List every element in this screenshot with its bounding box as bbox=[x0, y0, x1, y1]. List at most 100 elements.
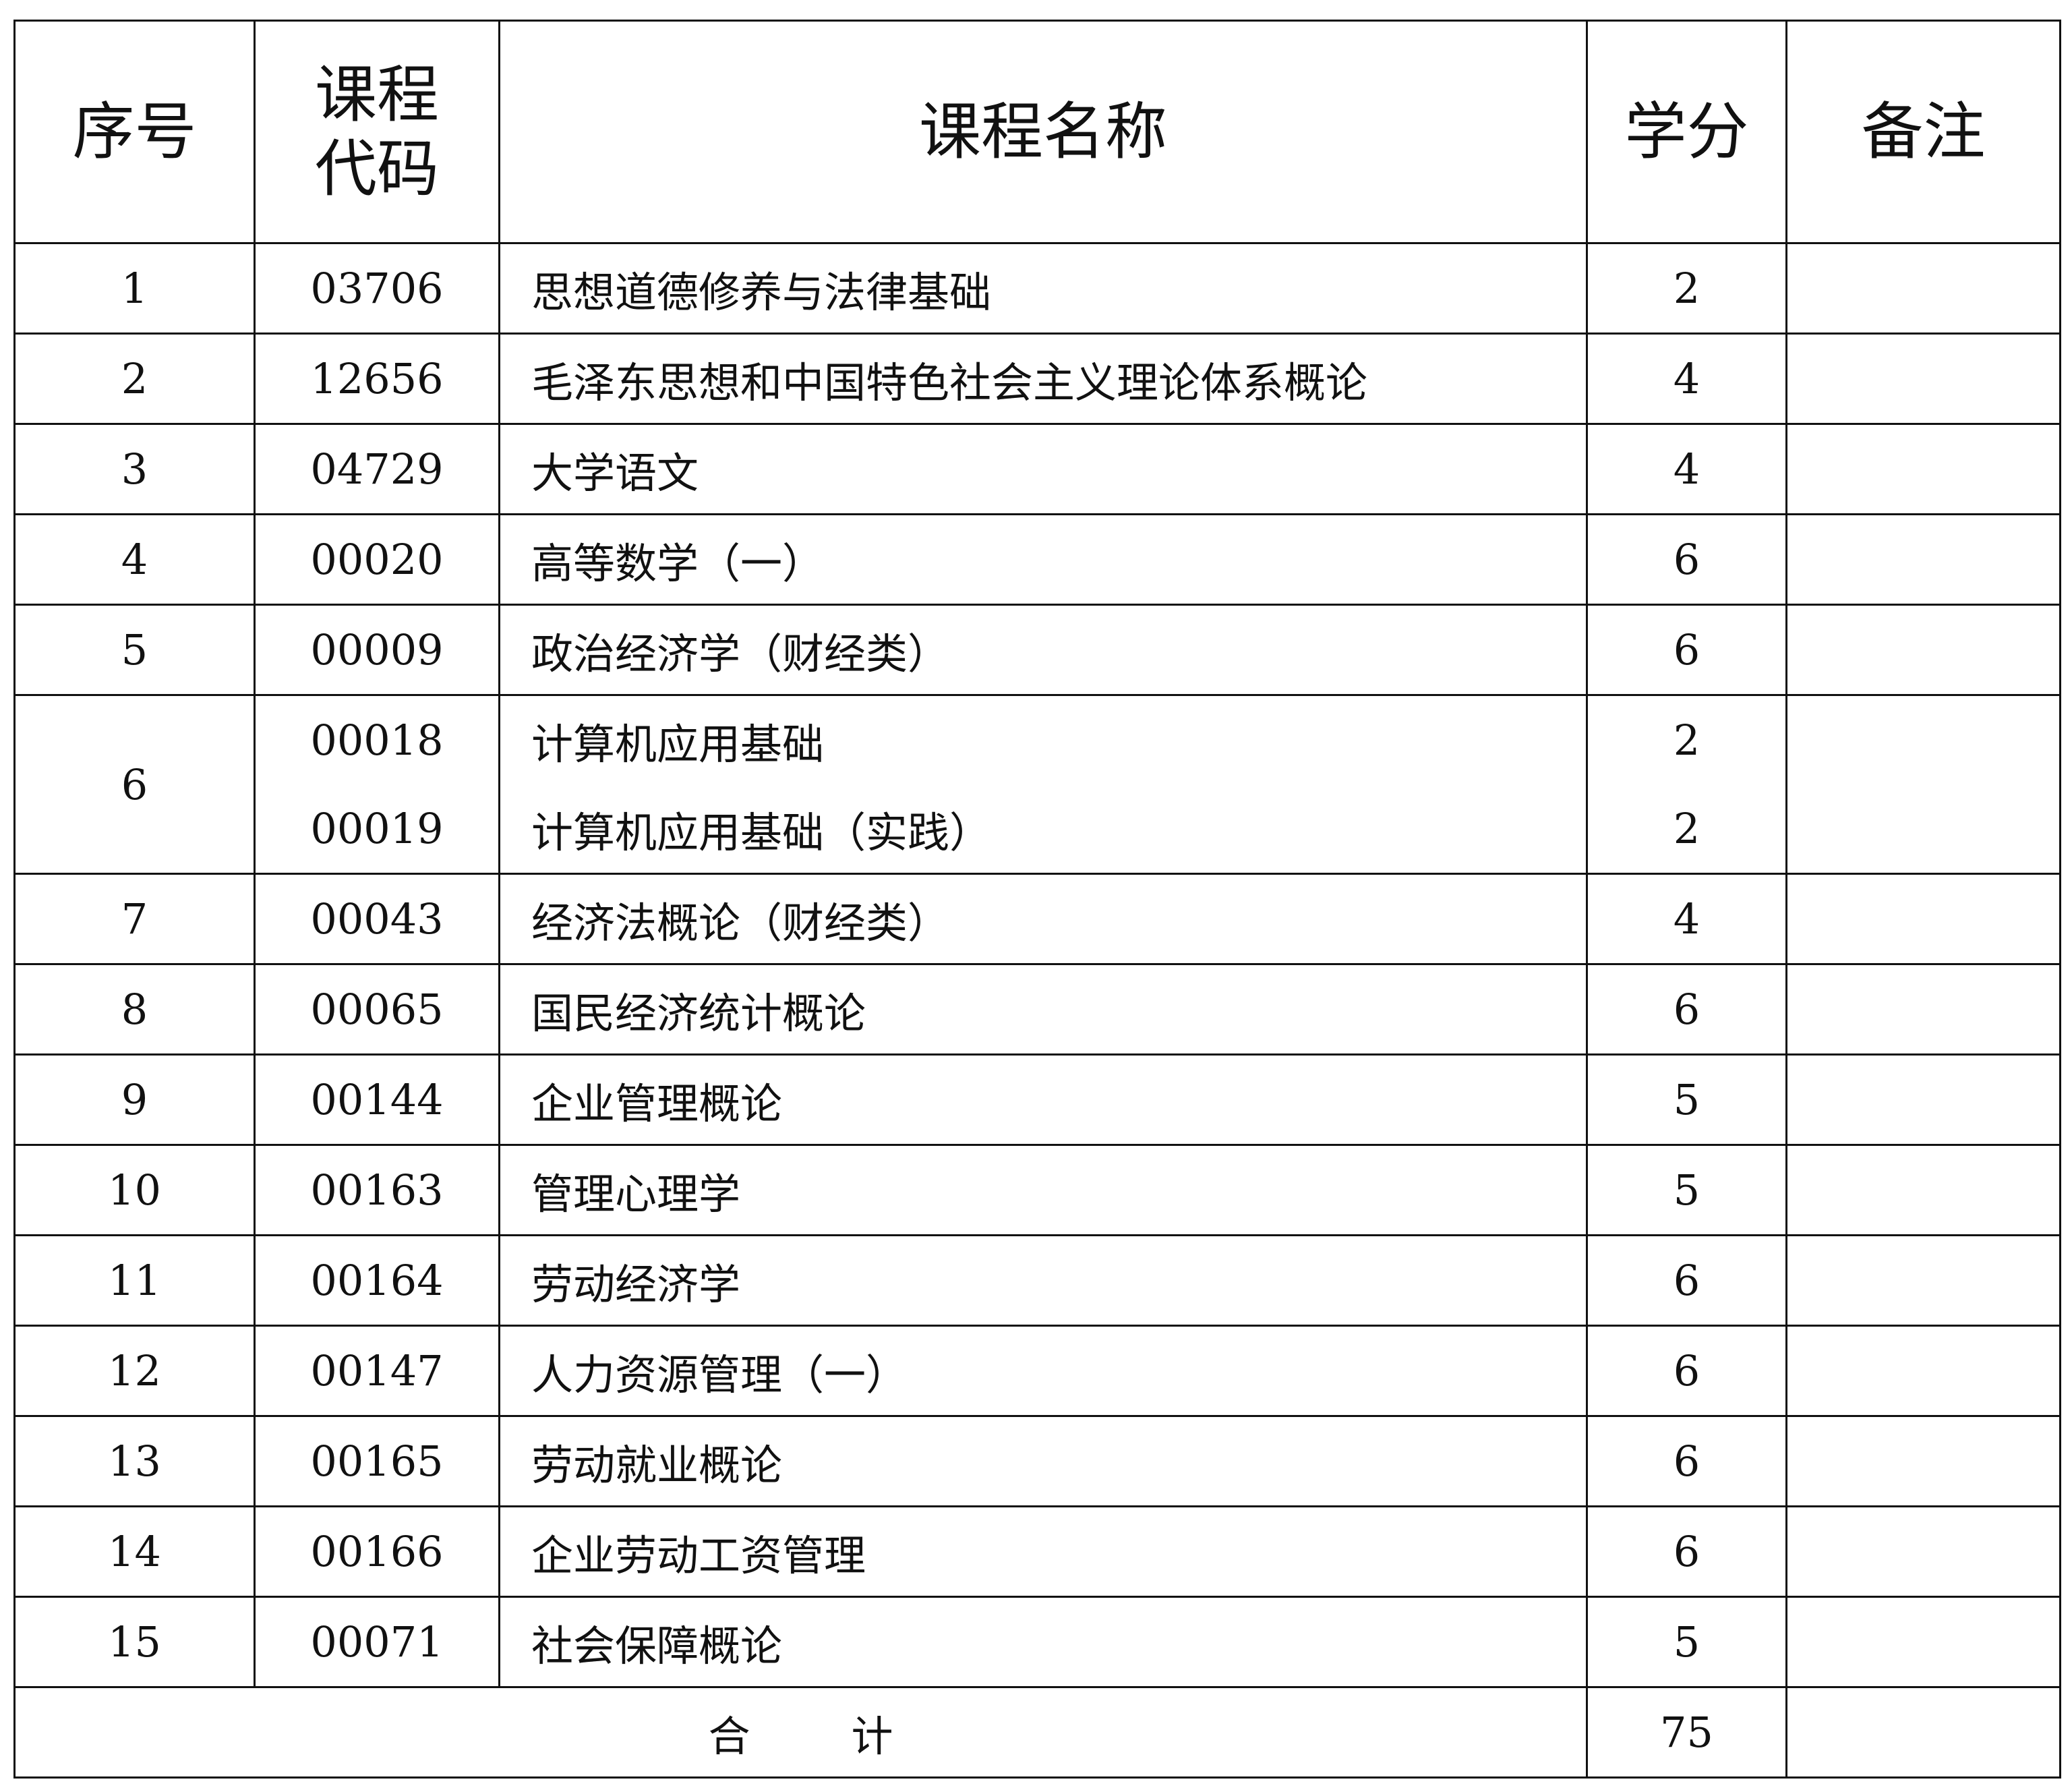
cell-seq: 15 bbox=[13, 1596, 256, 1688]
cell-credits: 6 bbox=[1586, 963, 1787, 1056]
cell-code: 00043 bbox=[254, 873, 500, 965]
cell-name: 政治经济学（财经类） bbox=[498, 604, 1588, 696]
table-row: 14 00166 企业劳动工资管理 6 bbox=[13, 1505, 2061, 1598]
total-row: 合计 75 bbox=[13, 1686, 2061, 1779]
cell-remark bbox=[1785, 1144, 2061, 1236]
cell-name: 企业劳动工资管理 bbox=[498, 1505, 1588, 1598]
cell-remark bbox=[1785, 1415, 2061, 1507]
cell-remark bbox=[1785, 333, 2061, 425]
cell-code: 00165 bbox=[254, 1415, 500, 1507]
header-remark: 备注 bbox=[1785, 20, 2061, 244]
cell-credits2: 2 bbox=[1586, 784, 1787, 875]
cell-name: 计算机应用基础 bbox=[498, 694, 1588, 784]
cell-credits: 4 bbox=[1586, 423, 1787, 515]
cell-credits: 5 bbox=[1586, 1144, 1787, 1236]
cell-seq: 6 bbox=[13, 694, 256, 875]
table-row: 11 00164 劳动经济学 6 bbox=[13, 1234, 2061, 1327]
cell-name: 国民经济统计概论 bbox=[498, 963, 1588, 1056]
cell-name: 社会保障概论 bbox=[498, 1596, 1588, 1688]
cell-name: 思想道德修养与法律基础 bbox=[498, 242, 1588, 335]
cell-seq: 2 bbox=[13, 333, 256, 425]
table-row: 5 00009 政治经济学（财经类） 6 bbox=[13, 604, 2061, 696]
table-row: 3 04729 大学语文 4 bbox=[13, 423, 2061, 515]
cell-seq: 4 bbox=[13, 513, 256, 606]
cell-credits: 5 bbox=[1586, 1596, 1787, 1688]
table-row: 9 00144 企业管理概论 5 bbox=[13, 1053, 2061, 1146]
cell-code: 00065 bbox=[254, 963, 500, 1056]
cell-seq: 14 bbox=[13, 1505, 256, 1598]
header-code-line2: 代码 bbox=[314, 132, 439, 205]
table-row: 00019 计算机应用基础（实践） 2 bbox=[15, 784, 2061, 875]
cell-code: 00144 bbox=[254, 1053, 500, 1146]
cell-seq: 3 bbox=[13, 423, 256, 515]
cell-seq: 7 bbox=[13, 873, 256, 965]
cell-remark bbox=[1785, 1325, 2061, 1417]
cell-seq: 10 bbox=[13, 1144, 256, 1236]
cell-remark bbox=[1785, 873, 2061, 965]
table-row: 7 00043 经济法概论（财经类） 4 bbox=[13, 873, 2061, 965]
header-seq: 序号 bbox=[13, 20, 256, 244]
cell-code2: 00019 bbox=[254, 784, 500, 875]
cell-credits: 6 bbox=[1586, 513, 1787, 606]
cell-remark bbox=[1785, 604, 2061, 696]
table-row: 8 00065 国民经济统计概论 6 bbox=[13, 963, 2061, 1056]
cell-code: 00147 bbox=[254, 1325, 500, 1417]
cell-code: 00018 bbox=[254, 694, 500, 784]
cell-seq: 9 bbox=[13, 1053, 256, 1146]
table-row: 1 03706 思想道德修养与法律基础 2 bbox=[13, 242, 2061, 335]
total-remark bbox=[1785, 1686, 2061, 1779]
table-row: 13 00165 劳动就业概论 6 bbox=[13, 1415, 2061, 1507]
total-label: 合计 bbox=[13, 1686, 1588, 1779]
cell-seq: 1 bbox=[13, 242, 256, 335]
cell-name: 经济法概论（财经类） bbox=[498, 873, 1588, 965]
cell-name: 大学语文 bbox=[498, 423, 1588, 515]
table-row: 2 12656 毛泽东思想和中国特色社会主义理论体系概论 4 bbox=[13, 333, 2061, 425]
cell-credits: 6 bbox=[1586, 1415, 1787, 1507]
cell-name: 企业管理概论 bbox=[498, 1053, 1588, 1146]
table-row: 12 00147 人力资源管理（一） 6 bbox=[13, 1325, 2061, 1417]
cell-credits: 2 bbox=[1586, 242, 1787, 335]
cell-name: 管理心理学 bbox=[498, 1144, 1588, 1236]
cell-remark bbox=[1785, 1505, 2061, 1598]
total-credits: 75 bbox=[1586, 1686, 1787, 1779]
cell-code: 04729 bbox=[254, 423, 500, 515]
total-label-2: 计 bbox=[851, 1711, 893, 1761]
cell-code: 00071 bbox=[254, 1596, 500, 1688]
table-row: 15 00071 社会保障概论 5 bbox=[13, 1596, 2061, 1688]
cell-credits: 6 bbox=[1586, 1325, 1787, 1417]
cell-remark bbox=[1785, 963, 2061, 1056]
cell-remark bbox=[1785, 242, 2061, 335]
cell-code: 03706 bbox=[254, 242, 500, 335]
cell-code: 12656 bbox=[254, 333, 500, 425]
cell-credits: 6 bbox=[1586, 604, 1787, 696]
course-table: 序号 课程 代码 课程名称 学分 备注 1 03706 思想道德修养与法律基础 2 2 12… bbox=[13, 20, 2061, 1779]
cell-code: 00163 bbox=[254, 1144, 500, 1236]
cell-name: 劳动就业概论 bbox=[498, 1415, 1588, 1507]
cell-credits: 5 bbox=[1586, 1053, 1787, 1146]
header-row: 序号 课程 代码 课程名称 学分 备注 bbox=[13, 20, 2061, 244]
cell-credits: 6 bbox=[1586, 1505, 1787, 1598]
cell-credits: 2 bbox=[1586, 694, 1787, 784]
cell-name: 劳动经济学 bbox=[498, 1234, 1588, 1327]
cell-remark bbox=[1785, 1053, 2061, 1146]
table-row: 10 00163 管理心理学 5 bbox=[13, 1144, 2061, 1236]
cell-remark bbox=[1785, 694, 2061, 875]
cell-name2: 计算机应用基础（实践） bbox=[498, 784, 1588, 875]
cell-code: 00020 bbox=[254, 513, 500, 606]
cell-code: 00166 bbox=[254, 1505, 500, 1598]
cell-seq: 8 bbox=[13, 963, 256, 1056]
cell-seq: 12 bbox=[13, 1325, 256, 1417]
cell-remark bbox=[1785, 423, 2061, 515]
cell-remark bbox=[1785, 1596, 2061, 1688]
cell-remark bbox=[1785, 513, 2061, 606]
table-row: 4 00020 高等数学（一） 6 bbox=[13, 513, 2061, 606]
cell-seq: 11 bbox=[13, 1234, 256, 1327]
header-code: 课程 代码 bbox=[254, 20, 500, 244]
cell-credits: 4 bbox=[1586, 873, 1787, 965]
cell-name: 毛泽东思想和中国特色社会主义理论体系概论 bbox=[498, 333, 1588, 425]
total-label-1: 合 bbox=[708, 1711, 750, 1761]
header-name: 课程名称 bbox=[498, 20, 1588, 244]
cell-code: 00009 bbox=[254, 604, 500, 696]
cell-seq: 5 bbox=[13, 604, 256, 696]
cell-remark bbox=[1785, 1234, 2061, 1327]
